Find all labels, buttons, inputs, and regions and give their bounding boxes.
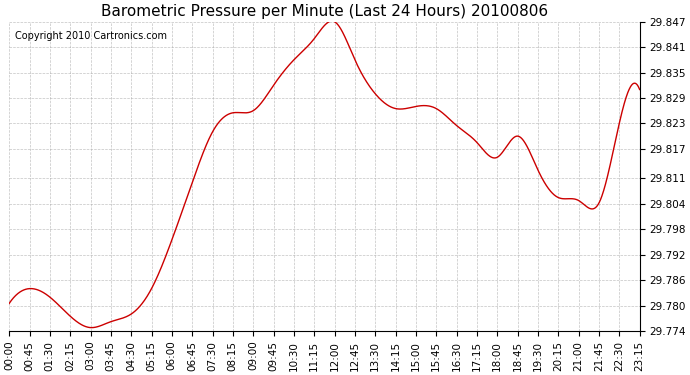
Title: Barometric Pressure per Minute (Last 24 Hours) 20100806: Barometric Pressure per Minute (Last 24 …	[101, 4, 548, 19]
Text: Copyright 2010 Cartronics.com: Copyright 2010 Cartronics.com	[15, 31, 168, 41]
